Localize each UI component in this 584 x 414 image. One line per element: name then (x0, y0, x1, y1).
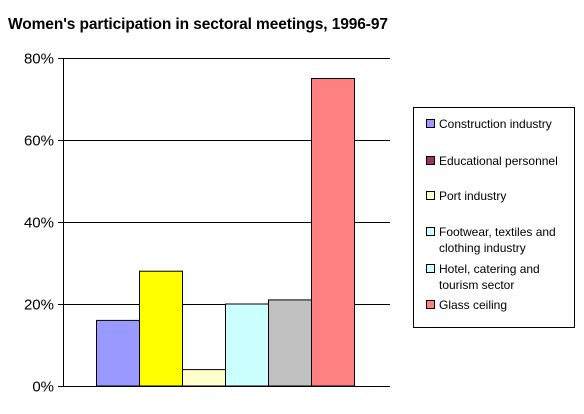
legend-swatch (426, 227, 435, 236)
bar (96, 319, 140, 387)
legend-label: Footwear, textiles and clothing industry (439, 225, 556, 255)
legend-item: Hotel, catering and tourism sector (426, 261, 579, 293)
bar (311, 78, 355, 387)
bar (182, 369, 226, 387)
legend-label: Educational personnel (439, 154, 558, 168)
bars (96, 78, 355, 387)
legend-label: Construction industry (439, 117, 552, 131)
y-tick-label: 0% (32, 379, 54, 396)
legend-swatch (426, 300, 435, 309)
legend-swatch (426, 191, 435, 200)
legend-swatch (426, 264, 435, 273)
y-tick-label: 20% (24, 297, 54, 314)
y-tick-label: 80% (24, 51, 54, 68)
legend-item: Educational personnel (426, 153, 579, 169)
y-tick-labels: 0% 20% 40% 60% 80% (24, 51, 54, 396)
legend-label: Hotel, catering and tourism sector (439, 262, 540, 292)
legend-item: Footwear, textiles and clothing industry (426, 224, 579, 256)
legend-label: Glass ceiling (439, 298, 508, 312)
bar (268, 299, 312, 387)
legend-label: Port industry (439, 189, 507, 203)
chart-title: Women's participation in sectoral meetin… (8, 16, 388, 33)
bar (225, 303, 269, 387)
y-tick-label: 40% (24, 215, 54, 232)
legend-item: Construction industry (426, 116, 579, 132)
legend: Construction industry Educational personn… (413, 107, 575, 328)
bar (139, 270, 183, 387)
legend-swatch (426, 119, 435, 128)
legend-item: Glass ceiling (426, 297, 579, 313)
y-tick-label: 60% (24, 133, 54, 150)
legend-item: Port industry (426, 188, 579, 204)
legend-swatch (426, 156, 435, 165)
